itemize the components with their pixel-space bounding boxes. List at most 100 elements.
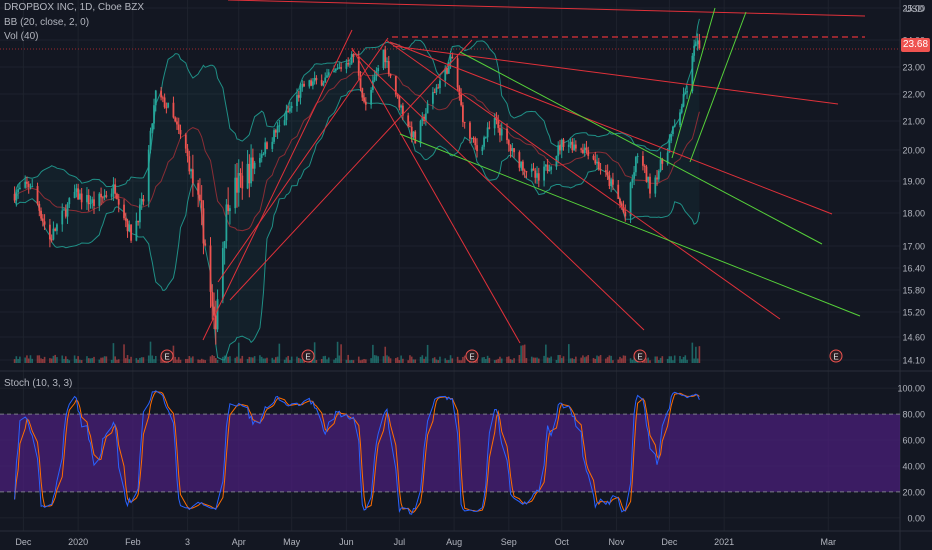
candle-body	[604, 170, 607, 173]
candle-body	[177, 124, 180, 130]
candle-body	[456, 58, 459, 88]
candle-body	[643, 165, 646, 167]
stochastic-d-line	[14, 391, 700, 513]
bollinger-legend[interactable]: BB (20, close, 2, 0)	[4, 17, 90, 28]
volume-bar	[633, 356, 635, 363]
candle-body	[347, 62, 350, 65]
time-axis-label: Aug	[446, 537, 462, 547]
candle-body	[349, 63, 351, 65]
volume-bar	[184, 358, 187, 363]
earnings-marker-label: E	[305, 353, 310, 362]
volume-bar	[462, 356, 464, 363]
volume-bar	[61, 355, 64, 363]
volume-bar	[340, 344, 342, 363]
volume-bar	[252, 357, 254, 363]
candle-body	[338, 67, 341, 69]
volume-bar	[500, 358, 503, 363]
candle-body	[93, 199, 95, 206]
trendline-red	[351, 47, 521, 344]
volume-bar	[497, 358, 499, 363]
volume-bar	[691, 342, 694, 363]
candle-body	[585, 147, 588, 151]
volume-bar	[559, 354, 561, 363]
volume-legend[interactable]: Vol (40)	[4, 31, 39, 42]
candle-body	[151, 123, 154, 131]
candle-body	[396, 94, 399, 96]
volume-bar	[202, 359, 205, 363]
candle-body	[433, 92, 436, 94]
volume-bar	[63, 358, 65, 363]
price-axis-label: 15.20	[902, 308, 925, 318]
volume-bar	[213, 355, 215, 363]
volume-bar	[336, 341, 339, 363]
candle-body	[462, 105, 464, 123]
candle-body	[666, 152, 669, 164]
volume-bar	[135, 358, 138, 363]
volume-bar	[147, 355, 150, 363]
volume-bar	[656, 356, 658, 363]
symbol-title[interactable]: DROPBOX INC, 1D, Cboe BZX	[4, 2, 145, 13]
candle-body	[17, 189, 20, 193]
candle-body	[463, 122, 466, 124]
volume-bar	[437, 360, 439, 363]
candle-body	[594, 159, 597, 164]
volume-bar	[518, 354, 521, 363]
candle-body	[497, 119, 500, 128]
stochastic-legend[interactable]: Stoch (10, 3, 3)	[4, 378, 73, 389]
volume-bar	[197, 359, 199, 363]
candle-body	[620, 203, 623, 208]
volume-bar	[13, 359, 16, 363]
candle-body	[472, 138, 475, 140]
volume-bar	[241, 355, 244, 363]
candle-body	[237, 172, 240, 193]
candle-body	[31, 186, 34, 188]
candle-body	[114, 184, 117, 194]
volume-bar	[612, 360, 614, 363]
volume-bar	[174, 356, 177, 363]
price-axis-label: 15.80	[902, 286, 925, 296]
candle-body	[693, 45, 696, 56]
volume-bar	[546, 357, 549, 363]
volume-bar	[456, 356, 459, 363]
volume-bar	[410, 356, 413, 363]
volume-bar	[696, 358, 699, 363]
candle-body	[248, 163, 251, 184]
candle-body	[562, 139, 565, 147]
candle-body	[176, 121, 178, 125]
candle-body	[184, 134, 187, 149]
volume-bar	[172, 345, 175, 363]
volume-bar	[275, 357, 277, 363]
trendline-red	[229, 39, 473, 301]
trendline-red	[385, 39, 781, 320]
price-axis-label: 22.00	[902, 90, 925, 100]
candle-body	[389, 74, 392, 77]
volume-bar	[363, 358, 365, 363]
candle-body	[86, 195, 88, 203]
volume-bar	[49, 358, 51, 363]
candle-body	[276, 125, 279, 133]
volume-bar	[463, 355, 466, 363]
candle-body	[350, 54, 353, 64]
candle-body	[68, 198, 71, 205]
candle-body	[696, 40, 699, 45]
volume-bar	[451, 358, 454, 363]
volume-bar	[485, 359, 487, 363]
candle-body	[682, 94, 685, 107]
candle-body	[410, 126, 413, 138]
candle-body	[481, 146, 484, 152]
candle-body	[311, 81, 314, 86]
candle-body	[495, 117, 498, 120]
candle-body	[544, 164, 547, 167]
time-axis-label: Mar	[821, 537, 837, 547]
volume-bar	[278, 343, 281, 363]
volume-bar	[582, 355, 584, 363]
volume-bar	[460, 360, 462, 363]
candle-body	[680, 106, 683, 113]
candle-body	[142, 199, 145, 202]
volume-bar	[66, 359, 69, 363]
volume-bar	[123, 344, 125, 363]
candle-body	[384, 49, 387, 63]
candle-body	[352, 54, 355, 57]
